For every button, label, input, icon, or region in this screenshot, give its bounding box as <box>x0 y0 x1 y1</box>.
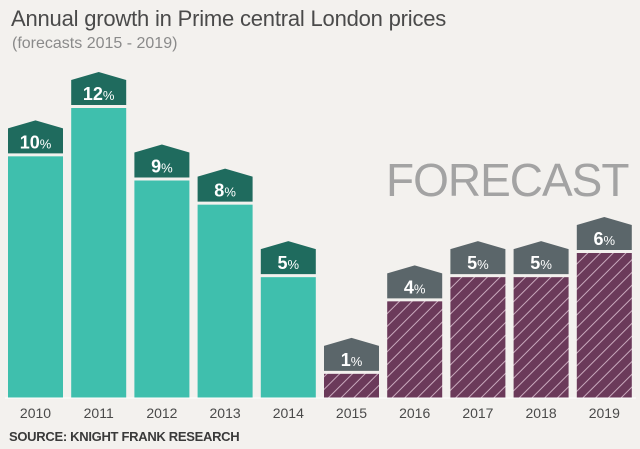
data-label-2017: 5% <box>467 253 489 273</box>
value-tag-2010 <box>8 120 63 154</box>
x-tick-label-2017: 2017 <box>462 405 493 421</box>
value-tag-2013 <box>197 168 253 202</box>
bar-2010 <box>8 156 63 398</box>
value-tag-2011 <box>71 72 127 105</box>
value-tag-2015 <box>324 337 379 371</box>
x-tick-label-2016: 2016 <box>399 405 430 421</box>
bar-2012 <box>134 180 190 398</box>
x-tick-label-2013: 2013 <box>210 405 241 421</box>
bar-2017 <box>450 277 506 398</box>
bar-2015 <box>324 373 379 398</box>
bar-2013 <box>197 204 253 398</box>
value-tag-2018 <box>513 241 569 275</box>
bar-2014 <box>260 277 316 398</box>
chart-subtitle: (forecasts 2015 - 2019) <box>12 35 178 52</box>
value-tag-2019 <box>576 217 632 250</box>
x-tick-label-2014: 2014 <box>273 405 304 421</box>
data-label-2016: 4% <box>404 277 426 297</box>
data-label-2014: 5% <box>278 253 300 273</box>
value-tag-2016 <box>387 265 443 299</box>
bar-2019 <box>576 253 632 398</box>
x-tick-label-2018: 2018 <box>526 405 557 421</box>
value-tag-2017 <box>450 241 506 275</box>
x-tick-label-2015: 2015 <box>336 405 367 421</box>
forecast-annotation: FORECAST <box>386 154 629 206</box>
data-label-2015: 1% <box>341 350 363 370</box>
x-tick-label-2012: 2012 <box>146 405 177 421</box>
data-label-2013: 8% <box>214 181 236 201</box>
x-tick-label-2019: 2019 <box>589 405 620 421</box>
value-tag-2012 <box>134 144 190 178</box>
x-tick-label-2011: 2011 <box>84 405 114 421</box>
data-label-2012: 9% <box>151 157 173 177</box>
x-tick-label-2010: 2010 <box>20 405 51 421</box>
data-label-2010: 10% <box>20 132 52 152</box>
source-note: SOURCE: KNIGHT FRANK RESEARCH <box>9 429 240 444</box>
data-label-2019: 6% <box>594 229 616 249</box>
chart-title: Annual growth in Prime central London pr… <box>11 6 447 31</box>
data-label-2018: 5% <box>530 253 552 273</box>
bar-2016 <box>387 301 443 398</box>
bar-2011 <box>71 108 127 398</box>
data-label-2011: 12% <box>83 84 115 104</box>
bar-2018 <box>513 277 569 398</box>
value-tag-2014 <box>260 241 316 275</box>
